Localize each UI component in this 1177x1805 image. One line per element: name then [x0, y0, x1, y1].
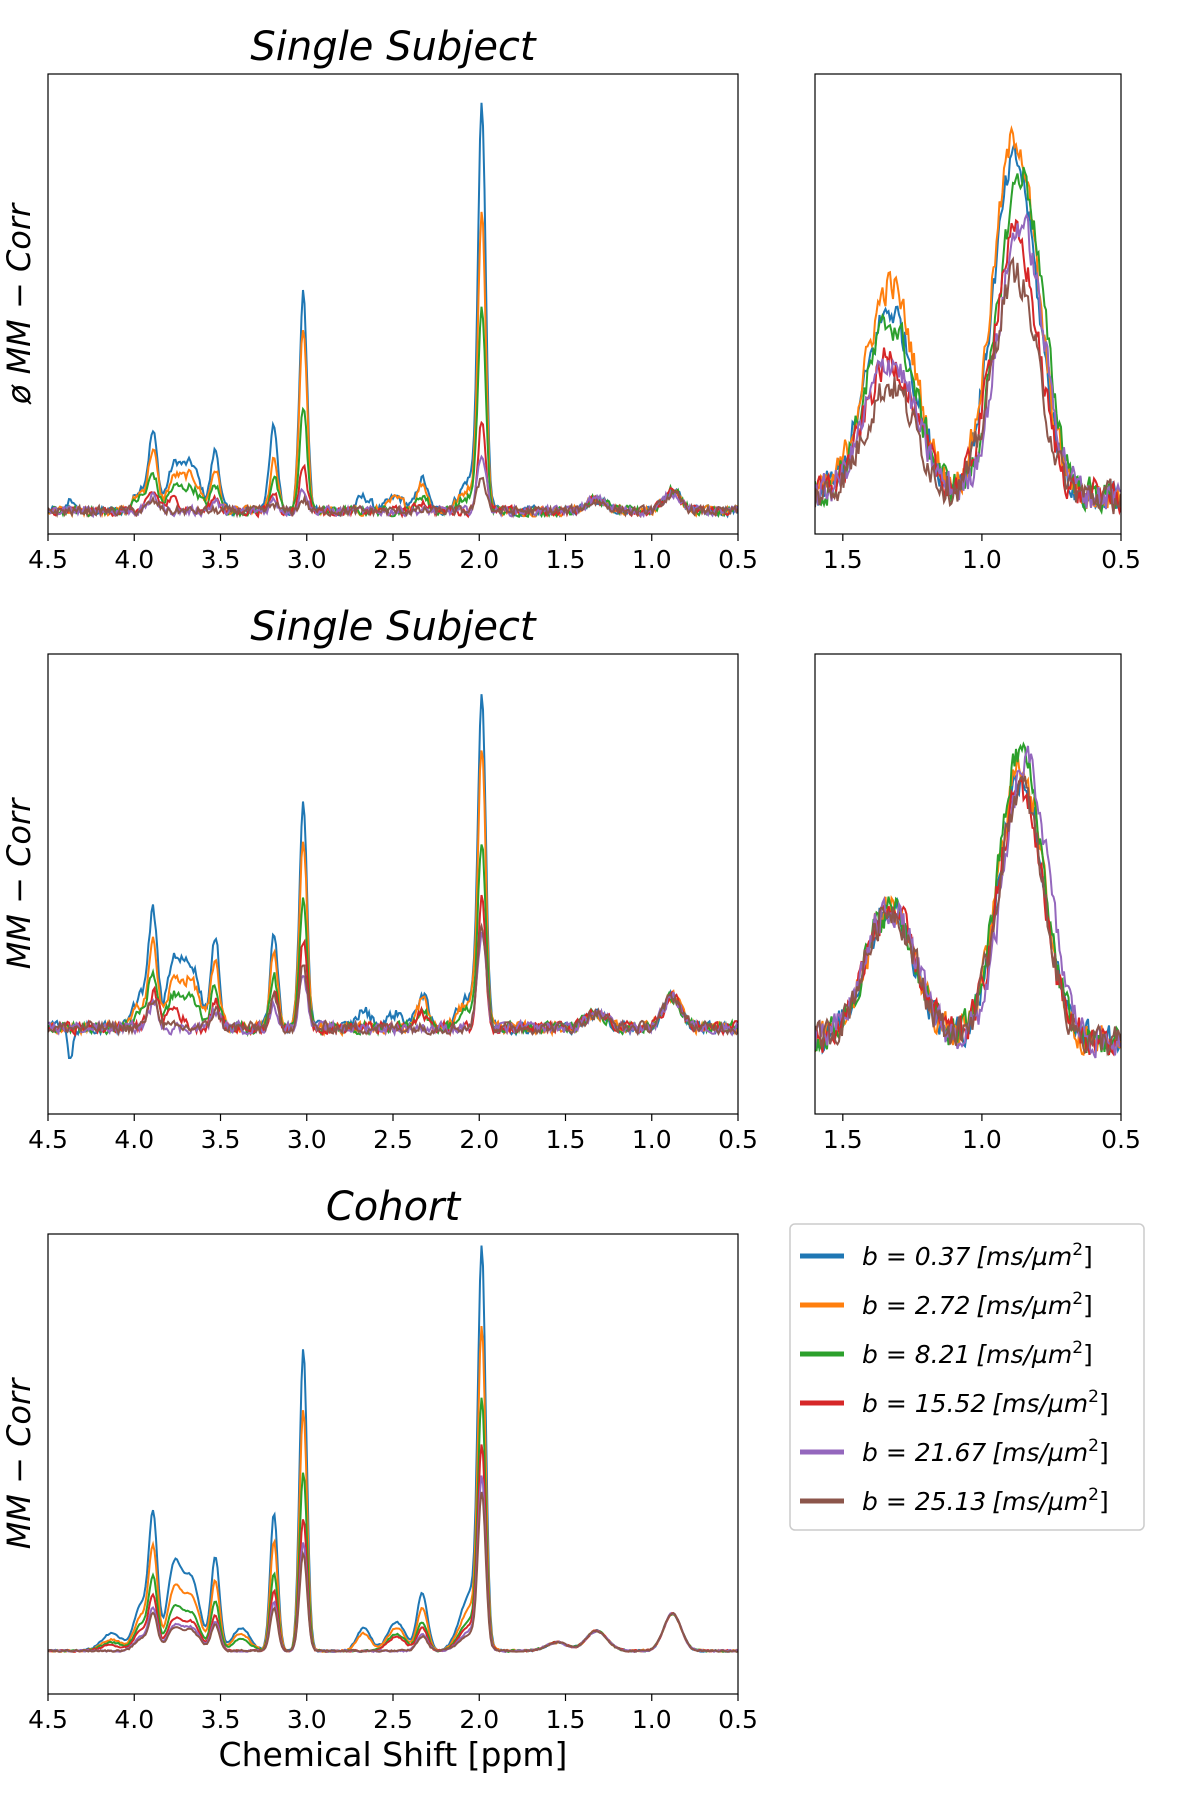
series-line-6	[48, 476, 738, 519]
legend-item: b = 25.13 [ms/µm2]	[800, 1485, 1109, 1516]
x-tick-label: 4.0	[114, 545, 154, 574]
x-tick-label: 2.5	[373, 1705, 413, 1734]
legend-item: b = 8.21 [ms/µm2]	[800, 1338, 1093, 1369]
x-tick-label: 3.5	[201, 545, 241, 574]
x-tick-label: 0.5	[718, 545, 758, 574]
x-axis-label: Chemical Shift [ppm]	[219, 1735, 568, 1774]
x-tick-label: 4.5	[28, 1125, 68, 1154]
y-axis-label: MM − Corr	[0, 1377, 38, 1549]
y-axis-label: MM − Corr	[0, 797, 38, 969]
series-line-6	[815, 256, 1121, 515]
legend-label: b = 8.21 [ms/µm2]	[862, 1338, 1093, 1369]
series-line-2	[48, 211, 738, 519]
x-tick-label: 2.0	[459, 1705, 499, 1734]
chart-title: Cohort	[326, 1184, 462, 1230]
chart-title: Single Subject	[250, 24, 537, 70]
legend-item: b = 0.37 [ms/µm2]	[800, 1240, 1093, 1271]
legend-item: b = 21.67 [ms/µm2]	[800, 1436, 1109, 1467]
x-tick-label: 0.5	[718, 1125, 758, 1154]
x-tick-label: 4.5	[28, 1705, 68, 1734]
legend-label: b = 0.37 [ms/µm2]	[862, 1240, 1093, 1271]
x-tick-label: 0.5	[1101, 545, 1141, 574]
x-tick-label: 3.0	[287, 1125, 327, 1154]
x-tick-label: 4.0	[114, 1125, 154, 1154]
x-tick-label: 0.5	[718, 1705, 758, 1734]
x-tick-label: 1.5	[546, 545, 586, 574]
plot-frame	[814, 73, 1122, 535]
plot-frame	[814, 653, 1122, 1115]
series-line-6	[48, 1491, 738, 1653]
x-tick-label: 3.5	[201, 1125, 241, 1154]
x-tick-label: 2.0	[459, 1125, 499, 1154]
x-tick-label: 3.0	[287, 1705, 327, 1734]
x-tick-label: 1.0	[962, 1125, 1002, 1154]
chart-panel-1: 4.5 4.0 3.5 3.0 2.5 2.0 1.5 1.0 0.5 Single Subjec…	[0, 24, 758, 574]
legend: b = 0.37 [ms/µm2] b = 2.72 [ms/µm2] b = 8.21…	[789, 1223, 1145, 1531]
chart-panel-3: 4.5 4.0 3.5 3.0 2.5 2.0 1.5 1.0 0.5 Single Subjec…	[0, 604, 758, 1154]
x-tick-label: 2.5	[373, 1125, 413, 1154]
x-tick-label: 1.0	[632, 545, 672, 574]
y-axis-label: ø MM − Corr	[0, 202, 38, 405]
chart-panel-4: 1.5 1.0 0.5	[814, 653, 1141, 1154]
legend-label: b = 2.72 [ms/µm2]	[862, 1289, 1093, 1320]
x-tick-label: 1.5	[546, 1125, 586, 1154]
x-tick-label: 4.0	[114, 1705, 154, 1734]
legend-item: b = 2.72 [ms/µm2]	[800, 1289, 1093, 1320]
x-tick-label: 3.5	[201, 1705, 241, 1734]
series-line-6	[48, 922, 738, 1037]
legend-label: b = 25.13 [ms/µm2]	[862, 1485, 1109, 1516]
x-tick-label: 2.5	[373, 545, 413, 574]
chart-panel-5: 4.5 4.0 3.5 3.0 2.5 2.0 1.5 1.0 0.5 Cohort MM − Co…	[0, 1184, 758, 1774]
x-tick-label: 1.5	[546, 1705, 586, 1734]
x-tick-label: 1.0	[632, 1125, 672, 1154]
legend-frame	[789, 1223, 1145, 1531]
series-line-6	[815, 775, 1121, 1057]
x-tick-label: 1.5	[823, 1125, 863, 1154]
x-tick-label: 3.0	[287, 545, 327, 574]
x-tick-label: 1.5	[823, 545, 863, 574]
x-tick-label: 1.0	[632, 1705, 672, 1734]
x-tick-label: 4.5	[28, 545, 68, 574]
x-tick-label: 0.5	[1101, 1125, 1141, 1154]
legend-label: b = 21.67 [ms/µm2]	[862, 1436, 1109, 1467]
x-tick-label: 2.0	[459, 545, 499, 574]
series-line-5	[815, 212, 1121, 510]
legend-item: b = 15.52 [ms/µm2]	[800, 1387, 1109, 1418]
chart-panel-2: 1.5 1.0 0.5	[814, 73, 1141, 574]
x-tick-label: 1.0	[962, 545, 1002, 574]
chart-title: Single Subject	[250, 604, 537, 650]
legend-label: b = 15.52 [ms/µm2]	[862, 1387, 1109, 1418]
